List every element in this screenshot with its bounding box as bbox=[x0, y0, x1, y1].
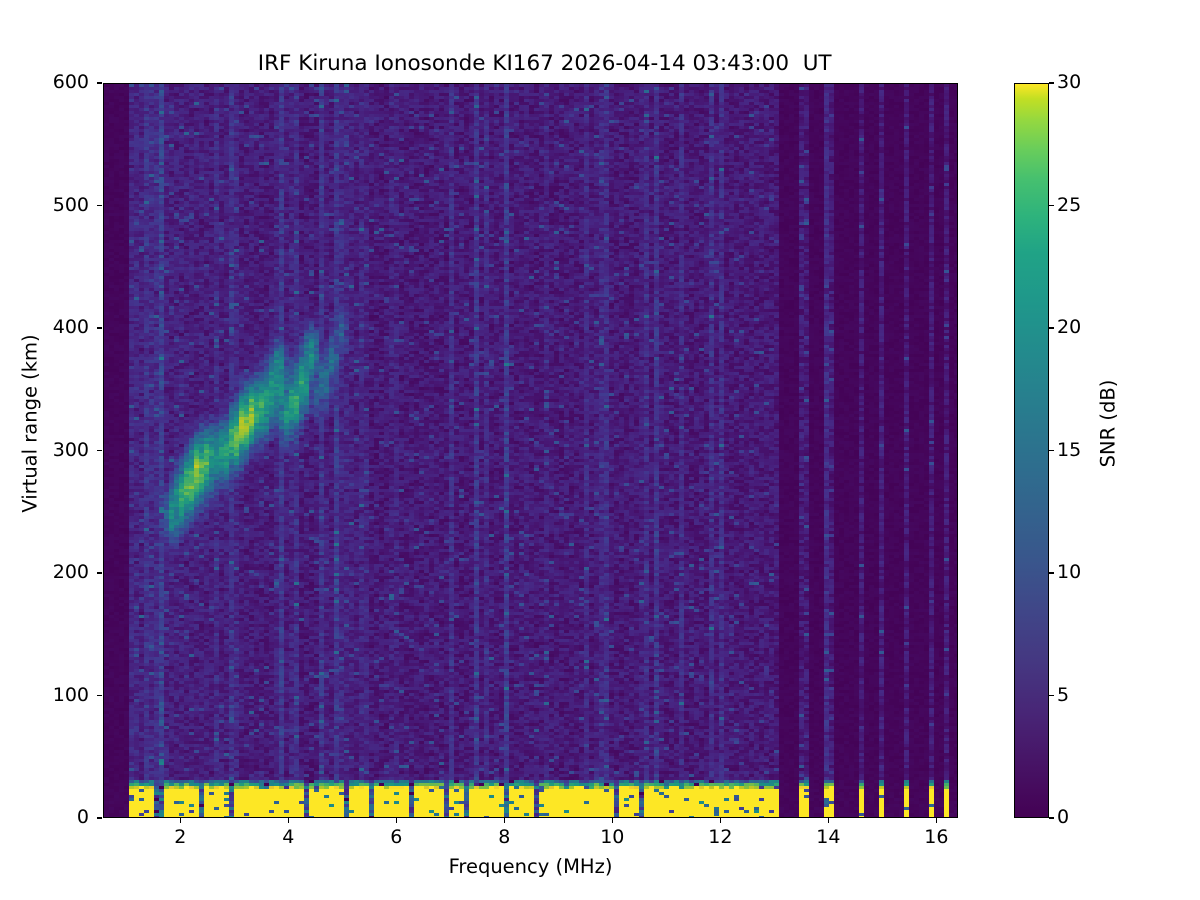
y-tick-label: 600 bbox=[52, 71, 89, 93]
colorbar-tick-mark bbox=[1049, 817, 1054, 819]
y-tick-label: 300 bbox=[52, 438, 89, 461]
colorbar-tick-label: 15 bbox=[1057, 438, 1082, 461]
x-tick-label: 4 bbox=[282, 826, 295, 848]
ionogram-plot-area bbox=[103, 83, 958, 818]
y-tick-mark bbox=[97, 572, 102, 574]
x-tick-label: 14 bbox=[816, 826, 841, 848]
colorbar-tick-label: 10 bbox=[1057, 561, 1082, 583]
colorbar-tick-label: 30 bbox=[1057, 71, 1082, 93]
y-tick-mark bbox=[97, 817, 102, 819]
colorbar-tick-label: 5 bbox=[1057, 683, 1070, 706]
ionogram-heatmap bbox=[104, 84, 957, 817]
x-tick-mark bbox=[503, 818, 505, 823]
y-tick-mark bbox=[97, 327, 102, 329]
colorbar-tick-label: 20 bbox=[1057, 316, 1082, 338]
colorbar-tick-mark bbox=[1049, 82, 1054, 84]
y-tick-label: 400 bbox=[52, 316, 89, 338]
colorbar-tick-label: 25 bbox=[1057, 193, 1082, 216]
x-tick-mark bbox=[719, 818, 721, 823]
y-tick-label: 200 bbox=[52, 561, 89, 583]
x-tick-label: 16 bbox=[924, 826, 949, 848]
colorbar-tick-label: 0 bbox=[1057, 806, 1070, 828]
colorbar-tick-mark bbox=[1049, 327, 1054, 329]
x-tick-mark bbox=[611, 818, 613, 823]
y-tick-label: 100 bbox=[52, 683, 89, 706]
x-tick-label: 2 bbox=[174, 826, 187, 848]
x-tick-mark bbox=[395, 818, 397, 823]
y-tick-mark bbox=[97, 694, 102, 697]
colorbar-tick-mark bbox=[1049, 204, 1054, 207]
x-tick-label: 10 bbox=[600, 826, 625, 848]
title-line-1: IRF Kiruna Ionosonde KI167 2026-04-14 03… bbox=[257, 51, 832, 77]
colorbar-tick-mark bbox=[1049, 694, 1054, 697]
colorbar-tick-mark bbox=[1049, 449, 1054, 452]
y-tick-mark bbox=[97, 449, 102, 452]
y-tick-mark bbox=[97, 204, 102, 207]
x-tick-mark bbox=[827, 818, 829, 823]
x-tick-label: 8 bbox=[498, 826, 511, 848]
x-tick-mark bbox=[935, 818, 937, 823]
y-tick-mark bbox=[97, 82, 102, 84]
colorbar-title: SNR (dB) bbox=[1096, 379, 1120, 468]
x-axis-title: Frequency (MHz) bbox=[448, 855, 613, 878]
x-tick-label: 12 bbox=[708, 826, 733, 848]
x-tick-mark bbox=[179, 818, 181, 823]
x-tick-mark bbox=[287, 818, 289, 823]
y-tick-label: 0 bbox=[76, 806, 89, 828]
x-tick-label: 6 bbox=[390, 826, 403, 848]
y-axis-title: Virtual range (km) bbox=[18, 334, 42, 513]
y-tick-label: 500 bbox=[52, 193, 89, 216]
colorbar-gradient bbox=[1014, 83, 1049, 818]
colorbar-tick-mark bbox=[1049, 572, 1054, 574]
